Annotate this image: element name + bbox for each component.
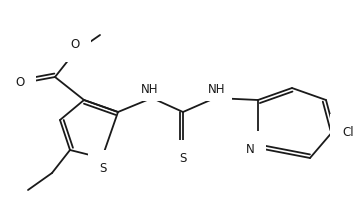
Text: S: S <box>179 152 187 165</box>
Text: Cl: Cl <box>342 126 354 138</box>
Text: NH: NH <box>208 82 226 95</box>
Text: O: O <box>70 37 80 51</box>
Text: NH: NH <box>141 82 159 95</box>
Text: O: O <box>15 75 25 89</box>
Text: S: S <box>99 162 107 174</box>
Text: N: N <box>246 143 255 155</box>
